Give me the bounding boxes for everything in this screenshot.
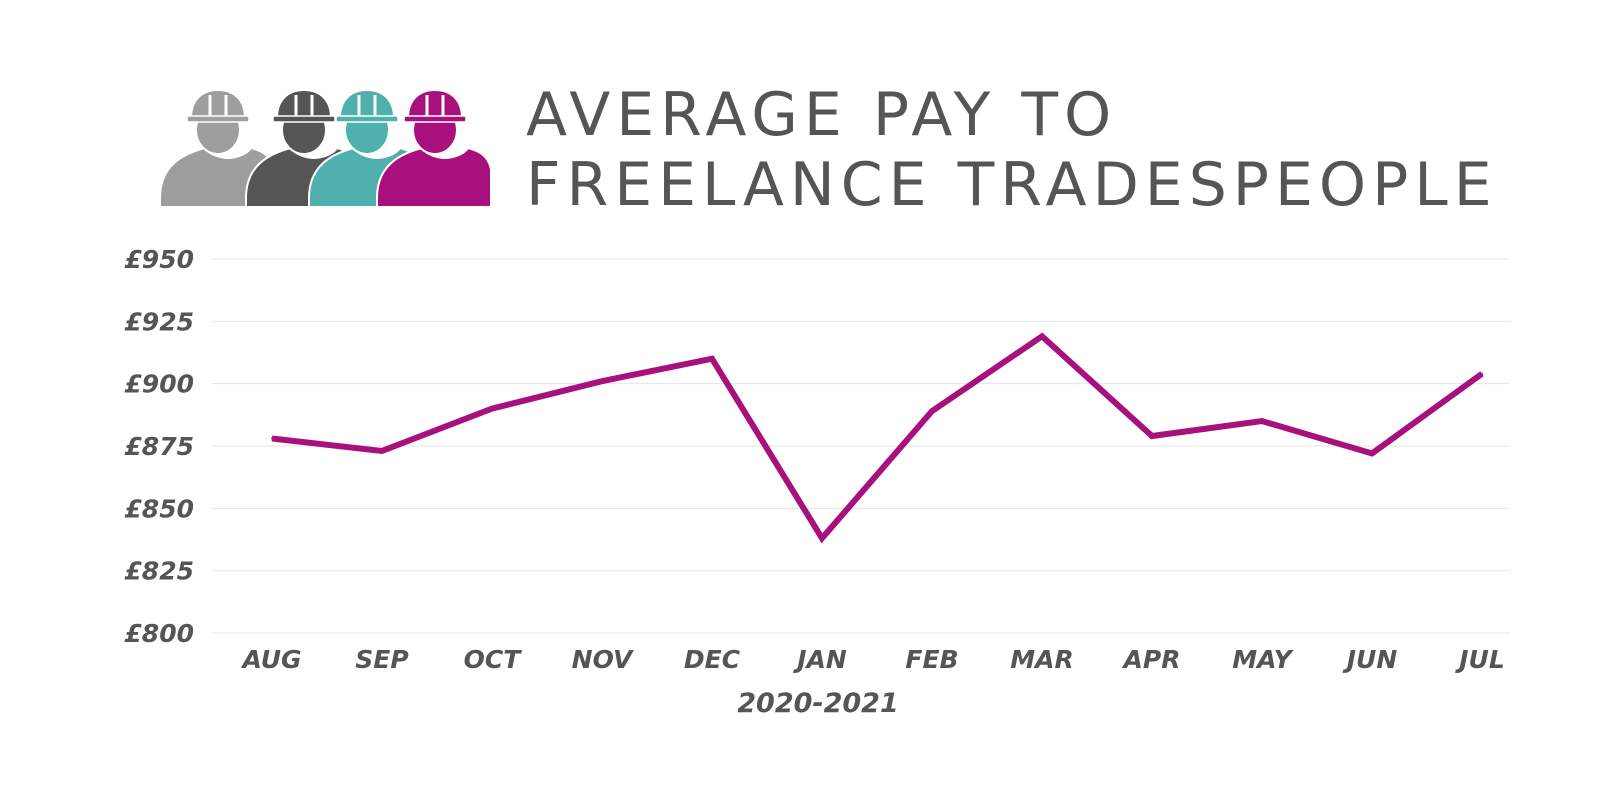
construction-workers-icon xyxy=(160,88,490,206)
x-tick-label: AUG xyxy=(240,645,301,674)
data-point xyxy=(491,407,493,410)
x-tick-label: NOV xyxy=(572,645,634,674)
y-tick-label: £875 xyxy=(124,432,194,461)
data-point xyxy=(1481,372,1483,375)
data-point xyxy=(711,357,713,360)
y-axis-ticks: £800 £825 £850 £875 £900 £925 £950 xyxy=(124,245,194,648)
x-tick-label: MAR xyxy=(1010,645,1073,674)
data-point xyxy=(1371,452,1373,455)
series-line xyxy=(271,332,1484,544)
worker-figure xyxy=(160,88,277,206)
worker-figure xyxy=(376,88,490,206)
y-tick-label: £850 xyxy=(124,494,194,523)
data-point xyxy=(931,410,933,413)
data-point xyxy=(1041,335,1043,338)
x-tick-label: SEP xyxy=(355,645,408,674)
data-point xyxy=(601,380,603,383)
data-point xyxy=(381,449,383,452)
x-tick-label: JAN xyxy=(792,645,847,674)
y-tick-label: £925 xyxy=(124,307,194,336)
x-tick-label: JUL xyxy=(1454,645,1505,674)
x-tick-label: DEC xyxy=(684,645,741,674)
data-point xyxy=(1151,435,1153,438)
y-tick-label: £800 xyxy=(124,619,194,648)
y-tick-label: £900 xyxy=(124,370,194,399)
x-tick-label: APR xyxy=(1122,645,1181,674)
x-tick-label: OCT xyxy=(464,645,523,674)
series-lines xyxy=(271,332,1484,544)
y-tick-label: £825 xyxy=(124,557,194,586)
x-tick-label: FEB xyxy=(905,645,958,674)
chart-title-line-2: FREELANCE TRADESPEOPLE xyxy=(526,150,1498,220)
chart-title: AVERAGE PAY TO FREELANCE TRADESPEOPLE xyxy=(526,80,1586,220)
y-tick-label: £950 xyxy=(124,245,194,274)
x-axis-ticks: AUG SEP OCT NOV DEC JAN FEB MAR APR MAY JUN JUL xyxy=(240,645,1504,674)
x-tick-label: MAY xyxy=(1232,645,1294,674)
data-point xyxy=(271,437,273,440)
chart-title-line-1: AVERAGE PAY TO xyxy=(526,80,1118,150)
x-tick-label: JUN xyxy=(1342,645,1398,674)
data-point xyxy=(1261,420,1263,423)
grid-lines xyxy=(212,258,1510,634)
x-axis-label: 2020-2021 xyxy=(737,688,899,719)
data-point xyxy=(821,537,823,540)
